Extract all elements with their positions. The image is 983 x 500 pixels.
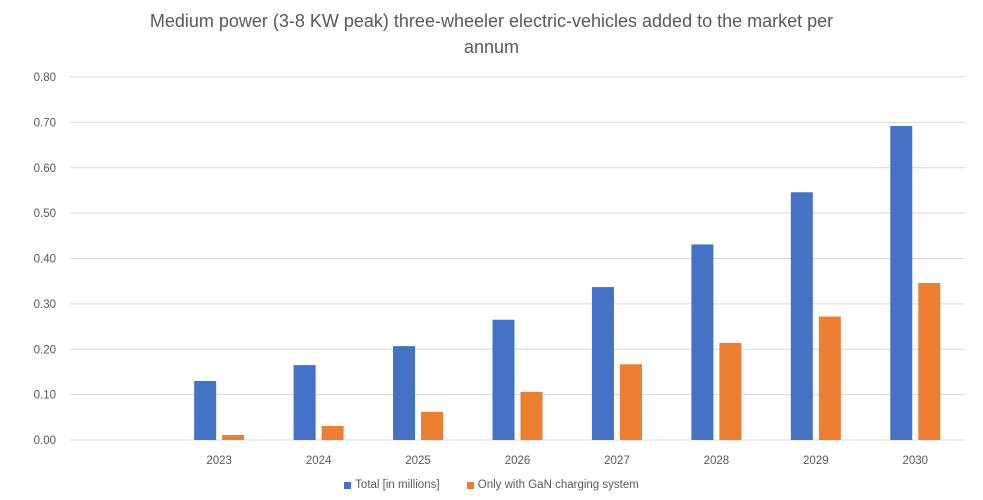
y-axis-ticks: 0.00 0.10 0.20 0.30 0.40 0.50 0.60 0.70 0.80	[34, 72, 56, 447]
x-tick-label: 2025	[405, 455, 431, 467]
bar-gan-2029	[818, 316, 841, 440]
legend-label-gan: Only with GaN charging system	[477, 479, 639, 491]
bar-total-2026	[492, 319, 515, 440]
chart-title: Medium power (3-8 KW peak) three-wheeler…	[0, 8, 983, 60]
y-tick-label: 0.60	[34, 163, 56, 175]
bar-total-2023	[194, 381, 217, 440]
gridlines	[70, 76, 965, 441]
legend: Total [in millions] Only with GaN chargi…	[0, 479, 983, 492]
legend-swatch-total	[344, 481, 352, 489]
x-tick-label: 2023	[206, 455, 232, 467]
chart-title-line-2: annum	[463, 37, 520, 57]
y-tick-label: 0.10	[34, 390, 56, 402]
x-axis-ticks: 2023 2024 2025 2026 2027 2028 2029 2030	[206, 455, 928, 467]
legend-item-gan: Only with GaN charging system	[466, 479, 639, 491]
x-tick-label: 2028	[704, 455, 730, 467]
legend-swatch-gan	[466, 481, 474, 489]
x-tick-label: 2029	[803, 455, 829, 467]
y-tick-label: 0.30	[34, 299, 56, 311]
bar-gan-2024	[321, 425, 344, 440]
x-tick-label: 2027	[604, 455, 630, 467]
x-tick-label: 2030	[902, 455, 928, 467]
bar-gan-2027	[619, 364, 642, 440]
bar-total-2025	[393, 346, 416, 440]
bar-gan-2025	[421, 411, 444, 440]
y-tick-label: 0.00	[34, 435, 56, 447]
bar-total-2028	[691, 244, 714, 440]
legend-item-total: Total [in millions]	[344, 479, 440, 491]
bar-total-2030	[890, 126, 913, 440]
legend-label-total: Total [in millions]	[355, 479, 440, 491]
y-tick-label: 0.20	[34, 344, 56, 356]
y-tick-label: 0.70	[34, 117, 56, 129]
x-tick-label: 2026	[505, 455, 531, 467]
chart-title-line-1: Medium power (3-8 KW peak) three-wheeler…	[149, 11, 834, 31]
y-tick-label: 0.40	[34, 254, 56, 266]
bar-gan-2030	[918, 283, 941, 440]
bar-gan-2023	[222, 435, 245, 440]
bar-gan-2026	[520, 391, 543, 440]
x-tick-label: 2024	[306, 455, 332, 467]
bar-total-2024	[293, 365, 316, 440]
bar-total-2027	[591, 287, 614, 440]
y-tick-label: 0.80	[34, 72, 56, 84]
bars	[194, 126, 941, 440]
bar-total-2029	[790, 192, 813, 440]
y-tick-label: 0.50	[34, 208, 56, 220]
bar-gan-2028	[719, 342, 742, 440]
